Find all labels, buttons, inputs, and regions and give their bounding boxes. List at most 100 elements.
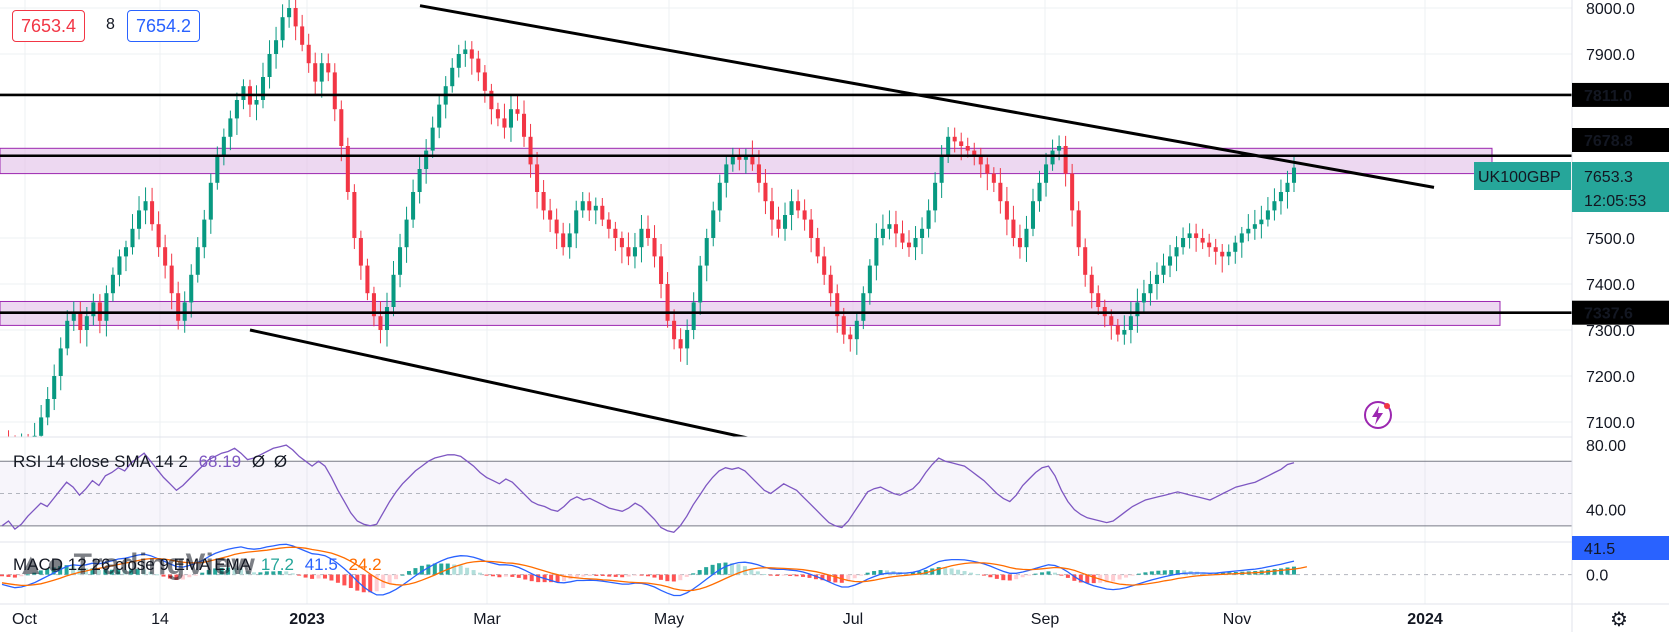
- candle-body: [900, 233, 905, 243]
- candle-body: [926, 210, 931, 229]
- price-axis[interactable]: 8000.0 7900.0 7500.0 7400.0 7300.0 7200.0 7100…: [1586, 1, 1635, 585]
- settings-icon[interactable]: ⚙: [1610, 609, 1628, 631]
- macd-histogram-bar: [368, 574, 373, 593]
- macd-histogram-bar: [872, 571, 877, 575]
- candle-body: [972, 150, 977, 156]
- macd-histogram-bar: [478, 572, 483, 575]
- time-tick-label: Nov: [1223, 611, 1251, 628]
- candle-body: [906, 242, 912, 248]
- candle-body: [339, 109, 344, 146]
- macd-histogram-bar: [852, 574, 857, 579]
- macd-histogram-bar: [348, 574, 353, 589]
- macd-histogram-bar: [717, 563, 722, 575]
- macd-histogram-bar: [949, 568, 954, 575]
- macd-histogram-bar: [581, 574, 586, 577]
- rsi-legend[interactable]: RSI 14 close SMA 14 2 68.19 Ø Ø: [13, 452, 287, 472]
- macd-histogram-bar: [691, 573, 696, 575]
- candle-body: [1115, 325, 1120, 335]
- macd-legend-signal: 24.2: [348, 555, 382, 574]
- candle-body: [750, 155, 755, 165]
- candle-body: [848, 334, 853, 340]
- candle-body: [176, 293, 181, 321]
- macd-histogram-bar: [697, 570, 702, 575]
- candle-body: [1141, 293, 1146, 303]
- candle-body: [293, 8, 298, 27]
- macd-legend[interactable]: MACD 12 26 close 9 EMA EMA 17.2 41.5 24.…: [13, 555, 382, 575]
- candle-body: [1030, 201, 1036, 229]
- macd-histogram-bar: [458, 565, 463, 575]
- candle-body: [398, 247, 403, 275]
- candle-body: [110, 274, 115, 294]
- macd-histogram-bar: [374, 574, 379, 592]
- candle-body: [704, 238, 709, 266]
- macd-histogram-bar: [859, 574, 864, 576]
- macd-histogram-bar: [193, 574, 198, 576]
- time-axis[interactable]: Oct 14 2023 Mar May Jul Sep Nov 2024: [12, 611, 1443, 628]
- candle-body: [665, 284, 670, 321]
- candle-body: [678, 339, 683, 349]
- candle-body: [913, 238, 918, 248]
- candle-body: [717, 182, 722, 211]
- macd-histogram-bar: [536, 574, 541, 583]
- candle-body: [1181, 238, 1186, 248]
- macd-histogram-bar: [1117, 574, 1122, 580]
- candle-body: [737, 155, 742, 160]
- candle-body: [1148, 284, 1153, 294]
- candle-body: [1259, 219, 1264, 225]
- macd-histogram-bar: [826, 574, 831, 582]
- candle-body: [450, 67, 455, 87]
- macd-histogram-bar: [355, 574, 360, 591]
- candle-body: [91, 302, 96, 317]
- candle-body: [887, 224, 892, 229]
- macd-histogram-bar: [452, 564, 457, 575]
- candle-body: [495, 109, 500, 119]
- candle-body: [228, 118, 233, 137]
- macd-histogram-bar: [71, 565, 76, 575]
- candle-body: [606, 219, 611, 229]
- macd-histogram-bar: [652, 574, 657, 578]
- macd-histogram-bar: [316, 574, 321, 579]
- candle-body: [776, 219, 781, 229]
- macd-histogram-bar: [1156, 570, 1161, 575]
- candle-body: [1096, 293, 1101, 307]
- macd-histogram-bar: [994, 574, 999, 579]
- macd-histogram-bar: [284, 571, 289, 575]
- macd-histogram-bar: [710, 564, 715, 575]
- macd-histogram-bar: [781, 574, 786, 576]
- price-tick-label: 7200.0: [1586, 369, 1635, 386]
- candle-body: [1070, 173, 1075, 211]
- tradingview-watermark: ▲● TradingView: [16, 548, 256, 581]
- macd-histogram-bar: [1143, 572, 1148, 575]
- bid-price-box[interactable]: 7653.4: [12, 10, 86, 42]
- macd-histogram-bar: [626, 574, 631, 577]
- lightning-icon[interactable]: [1363, 400, 1393, 430]
- ask-price-box[interactable]: 7654.2: [127, 10, 201, 42]
- candle-body: [169, 265, 174, 294]
- macd-histogram-bar: [1136, 573, 1141, 575]
- macd-histogram-bar: [213, 568, 218, 575]
- macd-tick-label: 0.0: [1586, 568, 1608, 585]
- macd-histogram-bar: [1020, 574, 1025, 578]
- candle-body: [1017, 238, 1022, 248]
- macd-histogram-bar: [226, 567, 231, 575]
- macd-value-tag: [1572, 536, 1669, 560]
- macd-histogram-bar: [1279, 568, 1284, 575]
- macd-histogram-bar: [975, 573, 980, 575]
- candle-body: [32, 435, 37, 437]
- candle-body: [1083, 247, 1088, 275]
- candle-body: [952, 136, 957, 142]
- candle-body: [756, 164, 761, 183]
- macd-histogram-bar: [1149, 571, 1154, 575]
- rsi-tick-label: 40.00: [1586, 503, 1626, 520]
- zones: [0, 147, 1501, 326]
- candle-body: [783, 215, 788, 229]
- macd-histogram-bar: [510, 574, 515, 577]
- rsi-tick-label: 80.00: [1586, 438, 1626, 455]
- rsi-legend-extra-1: Ø: [251, 452, 266, 471]
- macd-histogram-bar: [180, 574, 185, 580]
- macd-histogram-bar: [865, 572, 870, 575]
- macd-histogram-bar: [1007, 574, 1012, 581]
- candle-body: [528, 136, 533, 165]
- macd-histogram-bar: [633, 574, 638, 576]
